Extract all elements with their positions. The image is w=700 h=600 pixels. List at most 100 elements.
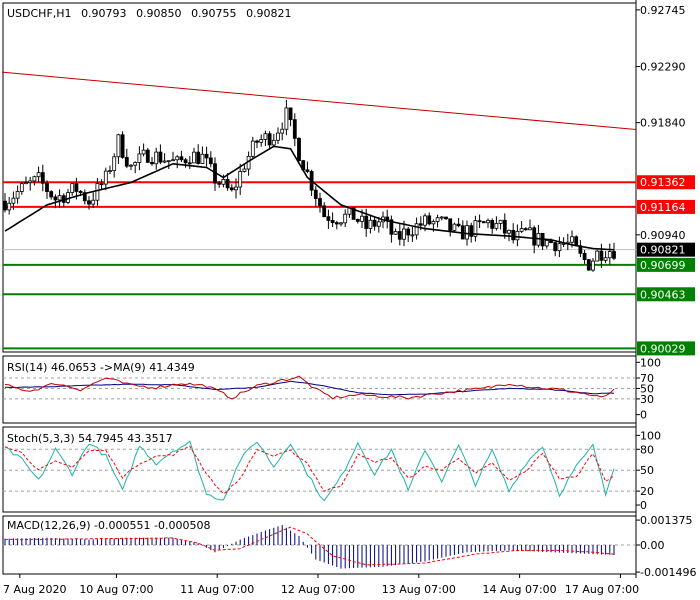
candle-body bbox=[570, 236, 574, 243]
candle-body bbox=[402, 228, 406, 240]
candle-body bbox=[397, 231, 402, 240]
candle-body bbox=[154, 151, 159, 165]
candle-body bbox=[196, 151, 201, 164]
candle-body bbox=[276, 132, 280, 141]
price-tick-label: 0.92745 bbox=[640, 4, 686, 17]
candle-body bbox=[334, 222, 339, 225]
candle-body bbox=[280, 128, 285, 134]
main-frame bbox=[2, 2, 637, 353]
candle-body bbox=[481, 221, 486, 224]
candle-body bbox=[208, 157, 213, 165]
candle-body bbox=[87, 200, 91, 205]
candle-body bbox=[103, 170, 108, 185]
candle-body bbox=[129, 164, 133, 167]
indicator-tick-label: 20 bbox=[640, 485, 654, 498]
candle-body bbox=[456, 223, 461, 227]
candle-body bbox=[599, 250, 604, 261]
candle-body bbox=[368, 219, 373, 229]
level-label-box bbox=[637, 341, 695, 356]
candle-body bbox=[145, 149, 150, 163]
candle-body bbox=[183, 159, 188, 164]
candle-body bbox=[91, 199, 96, 205]
candle-body bbox=[66, 192, 70, 203]
candle-body bbox=[250, 140, 255, 157]
candle-body bbox=[410, 234, 415, 237]
panel-headers: USDCHF,H1 0.90793 0.90850 0.90755 0.9082… bbox=[7, 7, 292, 532]
candle-body bbox=[267, 133, 272, 146]
candle-body bbox=[322, 205, 327, 218]
price-tick-label: 0.90940 bbox=[640, 229, 686, 242]
candle-body bbox=[137, 153, 142, 163]
candle-body bbox=[70, 183, 75, 193]
open-value: 0.90793 bbox=[81, 7, 127, 20]
candle-body bbox=[406, 228, 411, 236]
candle-body bbox=[116, 134, 121, 158]
candle-body bbox=[435, 217, 440, 222]
candle-body bbox=[28, 180, 33, 183]
candle-body bbox=[376, 221, 381, 227]
level-label-box bbox=[637, 287, 695, 302]
candle-body bbox=[74, 183, 79, 192]
candle-body bbox=[603, 257, 608, 261]
candle-body bbox=[217, 182, 222, 185]
time-tick-label: 12 Aug 07:00 bbox=[281, 583, 355, 596]
rsi-line bbox=[4, 375, 615, 400]
candle-body bbox=[175, 156, 180, 161]
main-header: USDCHF,H1 0.90793 0.90850 0.90755 0.9082… bbox=[7, 7, 292, 20]
candle-body bbox=[292, 119, 297, 139]
level-label: 0.90029 bbox=[640, 342, 686, 355]
candle-body bbox=[124, 157, 129, 167]
stoch-title: Stoch(5,3,3) 54.7945 43.3517 bbox=[7, 432, 173, 445]
time-tick-label: 14 Aug 07:00 bbox=[483, 583, 557, 596]
indicator-tick-label: 80 bbox=[640, 443, 654, 456]
candle-body bbox=[607, 251, 612, 259]
candle-body bbox=[364, 215, 369, 229]
level-label-box bbox=[637, 257, 695, 272]
candle-body bbox=[519, 228, 524, 232]
indicator-tick-label: 100 bbox=[640, 356, 661, 369]
candle-body bbox=[591, 260, 595, 271]
symbol-label: USDCHF,H1 bbox=[7, 7, 72, 20]
candle-body bbox=[553, 242, 558, 252]
rsi-title: RSI(14) 46.0653 ->MA(9) 41.4349 bbox=[7, 361, 195, 374]
candle-body bbox=[595, 250, 600, 262]
candle-body bbox=[82, 192, 87, 202]
candle-body bbox=[372, 219, 377, 227]
candle-body bbox=[486, 219, 490, 224]
candle-body bbox=[439, 216, 444, 219]
candle-body bbox=[360, 215, 364, 222]
candle-body bbox=[171, 159, 175, 162]
candle-body bbox=[469, 225, 474, 237]
indicator-tick-label: 30 bbox=[640, 393, 654, 406]
candle-body bbox=[158, 151, 163, 163]
candle-body bbox=[431, 221, 436, 225]
candle-body bbox=[385, 216, 390, 221]
candle-body bbox=[465, 225, 469, 240]
level-label-box bbox=[637, 199, 695, 214]
high-value: 0.90850 bbox=[136, 7, 182, 20]
candle-body bbox=[297, 137, 301, 162]
candle-body bbox=[120, 134, 125, 158]
price-tick-label: 0.91840 bbox=[640, 117, 686, 130]
candle-body bbox=[40, 172, 45, 184]
candle-body bbox=[255, 140, 259, 143]
indicator-tick-label: 0 bbox=[640, 409, 647, 422]
candle-body bbox=[200, 153, 205, 164]
candle-body bbox=[166, 160, 171, 163]
macd-panel: 0.001375 0.00 -0.001496 bbox=[3, 514, 696, 579]
candle-body bbox=[544, 240, 549, 247]
stoch-k-line bbox=[4, 440, 615, 502]
candle-body bbox=[19, 183, 24, 192]
candle-body bbox=[49, 191, 54, 198]
candle-body bbox=[7, 202, 12, 211]
candle-body bbox=[99, 183, 104, 186]
candle-body bbox=[179, 156, 184, 161]
candle-body bbox=[36, 172, 41, 178]
candle-body bbox=[78, 191, 83, 194]
time-tick-label: 13 Aug 07:00 bbox=[382, 583, 456, 596]
candle-body bbox=[288, 107, 293, 121]
candle-body bbox=[452, 223, 457, 231]
candle-body bbox=[326, 216, 331, 221]
